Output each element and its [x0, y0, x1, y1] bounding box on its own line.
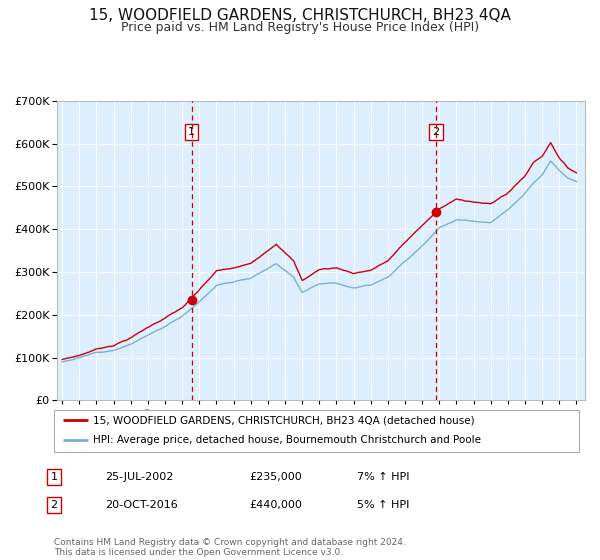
- Text: 25-JUL-2002: 25-JUL-2002: [105, 472, 173, 482]
- Text: £440,000: £440,000: [249, 500, 302, 510]
- Text: 1: 1: [188, 127, 195, 137]
- Text: 2: 2: [50, 500, 58, 510]
- Text: 2: 2: [432, 127, 439, 137]
- Text: 5% ↑ HPI: 5% ↑ HPI: [357, 500, 409, 510]
- Text: 7% ↑ HPI: 7% ↑ HPI: [357, 472, 409, 482]
- Text: Price paid vs. HM Land Registry's House Price Index (HPI): Price paid vs. HM Land Registry's House …: [121, 21, 479, 34]
- Text: £235,000: £235,000: [249, 472, 302, 482]
- Text: 15, WOODFIELD GARDENS, CHRISTCHURCH, BH23 4QA (detached house): 15, WOODFIELD GARDENS, CHRISTCHURCH, BH2…: [94, 416, 475, 426]
- FancyBboxPatch shape: [54, 410, 579, 452]
- Text: 1: 1: [50, 472, 58, 482]
- Text: 20-OCT-2016: 20-OCT-2016: [105, 500, 178, 510]
- Text: Contains HM Land Registry data © Crown copyright and database right 2024.
This d: Contains HM Land Registry data © Crown c…: [54, 538, 406, 557]
- Text: 15, WOODFIELD GARDENS, CHRISTCHURCH, BH23 4QA: 15, WOODFIELD GARDENS, CHRISTCHURCH, BH2…: [89, 8, 511, 24]
- Text: HPI: Average price, detached house, Bournemouth Christchurch and Poole: HPI: Average price, detached house, Bour…: [94, 435, 481, 445]
